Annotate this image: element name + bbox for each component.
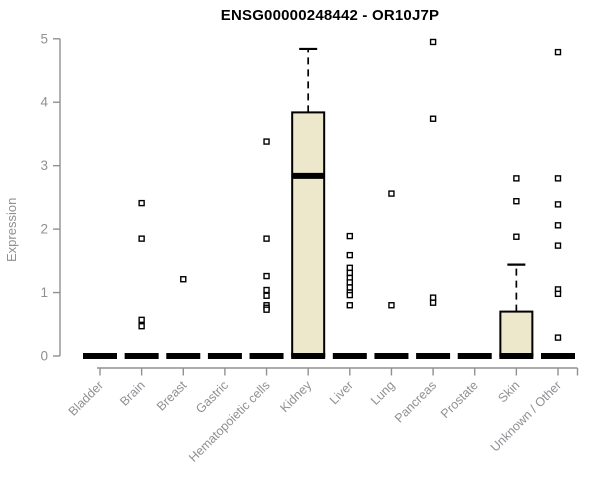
outlier-liver — [346, 291, 354, 299]
zero-median-bar-kidney — [291, 353, 326, 359]
outlier-pancreas — [429, 38, 437, 46]
outlier-brain — [138, 316, 145, 324]
outlier-hematopoietic-cells — [263, 235, 270, 242]
y-axis-tick-label: 1 — [40, 285, 48, 300]
x-axis-tick-label: Hematopoietic cells — [186, 378, 273, 465]
outlier-hematopoietic-cells — [263, 286, 270, 294]
outlier-liver — [346, 284, 354, 291]
outlier-skin — [513, 175, 520, 182]
y-axis-tick-label: 5 — [40, 31, 48, 46]
x-axis-tick-label: Brain — [117, 378, 148, 409]
x-axis-tick-label: Skin — [495, 378, 522, 405]
outlier-liver — [346, 302, 354, 309]
outlier-breast — [180, 276, 187, 283]
outlier-brain — [138, 235, 145, 242]
x-axis-tick-label: Kidney — [277, 378, 314, 415]
outlier-pancreas — [429, 115, 437, 122]
outlier-unknown-other — [554, 334, 562, 341]
outlier-unknown-other — [554, 201, 562, 208]
x-axis-tick-label: Pancreas — [392, 378, 439, 425]
outlier-unknown-other — [554, 222, 562, 229]
y-axis-tick-label: 3 — [40, 158, 48, 173]
zero-median-bar-liver — [332, 353, 367, 359]
outlier-unknown-other — [554, 242, 562, 249]
zero-median-bar-lung — [374, 353, 409, 359]
y-axis-tick-label: 4 — [40, 95, 48, 110]
outlier-pancreas — [429, 294, 437, 301]
outlier-hematopoietic-cells — [263, 138, 270, 145]
zero-median-bar-prostate — [457, 353, 492, 359]
outlier-liver — [346, 232, 354, 240]
x-axis-tick-label: Prostate — [438, 378, 481, 421]
outlier-liver — [346, 279, 354, 286]
zero-median-bar-gastric — [207, 353, 242, 359]
y-axis-tick-label: 0 — [40, 349, 48, 364]
box-skin — [499, 310, 534, 358]
outlier-hematopoietic-cells — [263, 292, 270, 299]
zero-median-bar-brain — [124, 353, 159, 359]
outlier-hematopoietic-cells — [263, 272, 270, 280]
outlier-liver — [346, 269, 354, 277]
outlier-lung — [388, 190, 395, 197]
zero-median-bar-breast — [166, 353, 201, 359]
zero-median-bar-hematopoietic-cells — [249, 353, 284, 359]
outlier-brain — [138, 199, 145, 207]
zero-median-bar-bladder — [83, 353, 117, 359]
outlier-liver — [346, 264, 354, 272]
outlier-hematopoietic-cells — [263, 306, 270, 313]
outlier-lung — [388, 302, 395, 309]
box-kidney — [291, 111, 326, 358]
x-axis-tick-label: Bladder — [66, 378, 106, 418]
zero-median-bar-unknown-other — [540, 353, 575, 359]
outlier-liver — [346, 251, 354, 259]
y-axis-tick-label: 2 — [40, 222, 48, 237]
outlier-brain — [138, 322, 145, 330]
outlier-skin — [513, 198, 520, 205]
x-axis-tick-label: Unknown / Other — [488, 378, 564, 454]
x-axis-tick-label: Liver — [327, 378, 356, 407]
outlier-unknown-other — [554, 175, 562, 182]
outlier-pancreas — [429, 299, 437, 306]
x-axis-tick-label: Lung — [368, 378, 398, 408]
zero-median-bar-pancreas — [416, 353, 451, 359]
chart-title: ENSG00000248442 - OR10J7P — [220, 7, 440, 24]
outlier-unknown-other — [554, 48, 562, 56]
outlier-skin — [513, 233, 520, 240]
zero-median-bar-skin — [499, 353, 534, 359]
outlier-unknown-other — [554, 290, 562, 298]
x-axis-tick-label: Gastric — [193, 378, 231, 416]
x-axis-tick-label: Breast — [154, 378, 190, 414]
